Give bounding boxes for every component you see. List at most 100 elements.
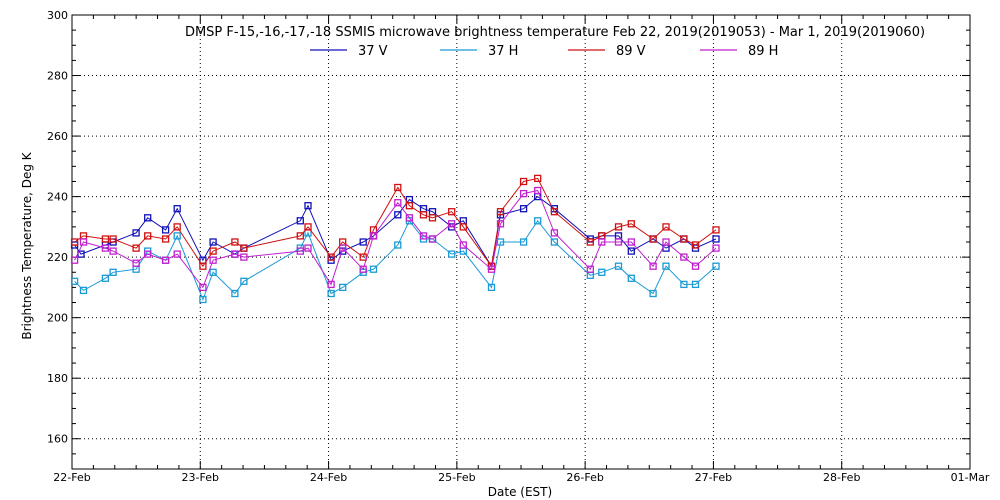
data-point-37h (680, 280, 688, 289)
data-point-37h (199, 295, 207, 304)
data-point-89v (173, 223, 181, 231)
data-point-89h (519, 189, 528, 198)
data-point-89v (680, 235, 688, 243)
data-point-89h (296, 247, 304, 255)
data-point-37h (173, 232, 181, 240)
series-37h (70, 217, 720, 304)
data-point-89v (132, 244, 140, 252)
data-point-89h (304, 244, 312, 252)
data-point-89h (109, 247, 117, 255)
y-tick-label: 260 (47, 130, 68, 143)
data-point-37v (161, 226, 170, 234)
data-point-37h (598, 268, 606, 276)
data-point-89v (161, 235, 170, 243)
data-point-89v (627, 220, 635, 228)
y-tick-label: 220 (47, 251, 68, 264)
data-point-37h (79, 286, 88, 295)
x-tick-label: 25-Feb (438, 471, 475, 484)
data-point-89h (691, 262, 700, 270)
data-point-89h (448, 220, 456, 228)
data-point-37h (240, 277, 248, 285)
legend-label-89h: 89 H (748, 44, 778, 59)
data-point-89v (109, 235, 117, 243)
data-point-37h (649, 289, 657, 298)
data-point-89v (534, 174, 542, 183)
data-point-89h (534, 186, 542, 195)
data-point-37v (627, 247, 635, 255)
data-point-37v (712, 235, 720, 243)
data-point-37h (519, 238, 528, 246)
data-point-37h (327, 289, 335, 298)
data-point-37h (691, 280, 700, 289)
data-point-89h (598, 238, 606, 246)
data-point-37h (712, 262, 720, 270)
x-tick-label: 28-Feb (823, 471, 860, 484)
data-point-37h (209, 268, 217, 276)
data-point-37h (614, 262, 623, 270)
data-point-89h (649, 262, 657, 270)
data-point-89h (327, 280, 335, 289)
data-point-89v (649, 235, 657, 243)
legend-label-89v: 89 V (616, 44, 646, 59)
chart-title: DMSP F-15,-16,-17,-18 SSMIS microwave br… (185, 25, 925, 40)
data-point-89v (199, 262, 207, 270)
legend-label-37v: 37 V (358, 44, 388, 59)
data-point-37h (448, 250, 456, 258)
data-point-89h (459, 241, 467, 249)
data-point-89v (304, 223, 312, 231)
data-point-89v (459, 223, 467, 231)
x-axis-label: Date (EST) (488, 485, 552, 499)
data-point-37h (627, 274, 635, 282)
data-point-37v (304, 202, 312, 210)
y-tick-label: 300 (47, 9, 68, 22)
data-point-89h (627, 238, 635, 246)
data-point-89h (144, 250, 152, 258)
data-point-89h (101, 244, 110, 252)
y-tick-label: 200 (47, 312, 68, 325)
data-point-89v (428, 214, 437, 222)
data-point-89v (296, 232, 304, 240)
data-point-89v (209, 247, 217, 255)
data-point-89h (419, 232, 428, 240)
x-tick-label: 01-Mar (951, 471, 990, 484)
data-point-89v (394, 183, 402, 192)
legend: 37 V 37 H 89 V 89 H (310, 44, 778, 59)
data-point-37h (369, 265, 378, 273)
data-point-37h (496, 238, 505, 246)
data-point-89h (428, 235, 437, 243)
data-point-89h (209, 256, 217, 264)
data-point-89h (231, 250, 239, 258)
data-point-89v (405, 202, 414, 210)
data-point-89h (662, 238, 670, 246)
y-tick-label: 160 (47, 433, 68, 446)
x-tick-label: 26-Feb (566, 471, 603, 484)
data-point-37v (394, 211, 402, 219)
grid (72, 15, 970, 469)
data-point-89h (614, 238, 623, 246)
data-point-89v (419, 211, 428, 219)
data-point-89h (394, 199, 402, 207)
data-point-37v (209, 238, 217, 246)
data-point-89v (448, 208, 456, 216)
data-point-89h (173, 250, 181, 258)
data-point-89v (586, 238, 594, 246)
data-point-37v (132, 229, 140, 237)
data-point-37h (487, 283, 496, 292)
data-point-89h (487, 265, 496, 273)
data-point-89v (144, 232, 152, 240)
data-point-37h (534, 217, 542, 225)
data-point-37v (144, 214, 152, 222)
data-point-89v (231, 238, 239, 246)
data-point-89h (70, 256, 79, 264)
data-point-37v (173, 205, 181, 213)
x-tick-label: 23-Feb (182, 471, 219, 484)
data-point-89v (359, 253, 367, 261)
data-point-37h (231, 289, 239, 298)
data-point-37h (550, 238, 559, 246)
x-tick-label: 22-Feb (53, 471, 90, 484)
x-tick-label: 27-Feb (695, 471, 732, 484)
data-point-89v (614, 223, 623, 231)
data-point-89v (327, 253, 335, 261)
axis-ticks: 160 180 200 220 240 260 280 300 22-Feb 23-Feb 24-F… (47, 9, 990, 484)
data-point-89h (712, 244, 720, 252)
